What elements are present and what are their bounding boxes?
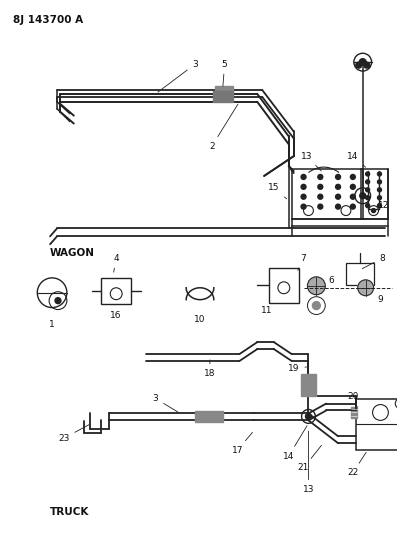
- Bar: [346, 263, 374, 285]
- Text: 2: 2: [209, 104, 238, 151]
- Circle shape: [378, 196, 382, 200]
- Text: 16: 16: [110, 311, 122, 320]
- Circle shape: [336, 204, 340, 209]
- Text: 20: 20: [347, 392, 358, 407]
- Circle shape: [372, 208, 376, 213]
- Circle shape: [350, 194, 355, 199]
- Text: 8J 143700 A: 8J 143700 A: [13, 14, 83, 25]
- Circle shape: [378, 188, 382, 192]
- Text: 12: 12: [378, 201, 389, 210]
- Text: 10: 10: [194, 315, 206, 324]
- Circle shape: [366, 188, 370, 192]
- Text: 14: 14: [347, 152, 366, 167]
- Circle shape: [378, 172, 382, 176]
- Circle shape: [301, 174, 306, 180]
- Circle shape: [366, 204, 370, 208]
- Circle shape: [336, 194, 340, 199]
- Bar: [292, 169, 363, 219]
- Circle shape: [364, 62, 370, 68]
- Text: 4: 4: [113, 254, 119, 272]
- Circle shape: [366, 180, 370, 184]
- Bar: [361, 169, 388, 219]
- Text: 13: 13: [303, 431, 314, 494]
- Circle shape: [360, 193, 366, 199]
- Text: 23: 23: [58, 425, 89, 443]
- Text: 21: 21: [298, 445, 322, 472]
- Text: 8: 8: [362, 254, 385, 269]
- Circle shape: [366, 172, 370, 176]
- Circle shape: [306, 414, 312, 419]
- Text: 3: 3: [153, 394, 178, 412]
- Bar: [356, 399, 400, 450]
- Circle shape: [318, 174, 323, 180]
- Bar: [215, 86, 232, 93]
- Text: 11: 11: [261, 306, 273, 315]
- Circle shape: [308, 277, 325, 295]
- Circle shape: [378, 204, 382, 208]
- Text: WAGON: WAGON: [50, 248, 95, 258]
- Text: 18: 18: [204, 360, 216, 378]
- Circle shape: [378, 180, 382, 184]
- Circle shape: [356, 62, 362, 68]
- Text: 15: 15: [268, 183, 287, 199]
- Text: 3: 3: [158, 60, 198, 92]
- Circle shape: [359, 59, 366, 66]
- Text: 22: 22: [347, 453, 366, 478]
- Circle shape: [312, 302, 320, 310]
- Text: 5: 5: [222, 60, 228, 86]
- Bar: [195, 411, 223, 422]
- Text: 14: 14: [283, 426, 307, 461]
- Circle shape: [301, 194, 306, 199]
- Circle shape: [358, 280, 374, 296]
- Text: 19: 19: [288, 365, 306, 374]
- Bar: [269, 268, 299, 303]
- Circle shape: [350, 184, 355, 189]
- Circle shape: [336, 174, 340, 180]
- Text: 9: 9: [378, 295, 383, 304]
- Circle shape: [318, 184, 323, 189]
- Circle shape: [350, 204, 355, 209]
- Circle shape: [336, 184, 340, 189]
- Text: 7: 7: [298, 254, 306, 270]
- Text: 6: 6: [328, 276, 334, 285]
- Circle shape: [55, 297, 61, 304]
- Text: TRUCK: TRUCK: [50, 507, 90, 518]
- Text: 17: 17: [232, 432, 252, 455]
- Bar: [101, 278, 131, 304]
- Text: 1: 1: [49, 320, 55, 329]
- Bar: [213, 91, 232, 102]
- Bar: [351, 407, 357, 418]
- Circle shape: [350, 174, 355, 180]
- Circle shape: [318, 204, 323, 209]
- Circle shape: [366, 196, 370, 200]
- Circle shape: [301, 184, 306, 189]
- Circle shape: [301, 204, 306, 209]
- Circle shape: [318, 194, 323, 199]
- Bar: [300, 374, 316, 395]
- Text: 13: 13: [301, 152, 321, 171]
